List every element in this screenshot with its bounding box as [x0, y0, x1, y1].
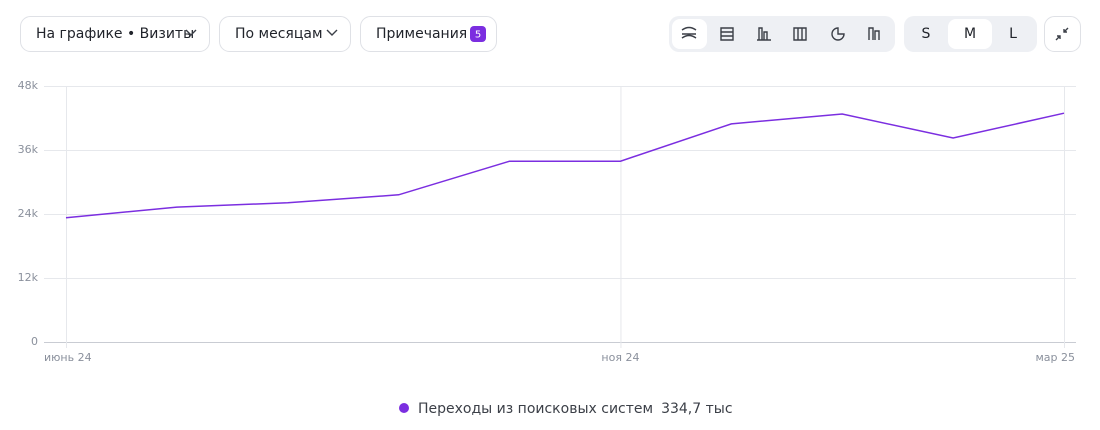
badge-count: 5: [475, 30, 481, 41]
collapse-button[interactable]: [1044, 16, 1081, 52]
series-line: [65, 112, 1065, 219]
y-tick-label: 24k: [18, 207, 39, 220]
notes-button[interactable]: Примечания 5: [360, 16, 497, 52]
line-icon[interactable]: [681, 26, 697, 39]
legend-marker: [399, 403, 409, 413]
size-l[interactable]: L: [1009, 26, 1017, 42]
y-tick-label: 12k: [18, 271, 39, 284]
legend-total: 334,7 тыс: [661, 401, 732, 417]
button-bg: [1044, 16, 1081, 52]
y-tick-label: 48k: [18, 79, 39, 92]
x-tick-label: ноя 24: [601, 351, 639, 364]
button-bg: [360, 16, 497, 52]
plot: 0 12k 24k 36k 48k июнь 24 ноя 24 мар 25 Переходы…: [18, 79, 1076, 417]
dropdown-bg: [219, 16, 351, 52]
x-tick-label: мар 25: [1035, 351, 1075, 364]
button-label: Примечания: [376, 26, 467, 42]
collapse-icon: [1055, 27, 1069, 41]
badge: [470, 26, 486, 42]
chart-type-group: [669, 16, 895, 52]
grouping-dropdown[interactable]: На графике • Визиты: [20, 16, 210, 52]
chevron: [326, 29, 338, 36]
dropdown-bg: [20, 16, 210, 52]
y-tick-label: 36k: [18, 143, 39, 156]
column-icon[interactable]: [868, 27, 880, 40]
stack-icon[interactable]: [793, 27, 807, 41]
group-bg: [669, 16, 895, 52]
dropdown-label: По месяцам: [235, 26, 323, 42]
size-m[interactable]: M: [964, 26, 976, 42]
size-s[interactable]: S: [922, 26, 931, 42]
size-group: S M L: [904, 16, 1037, 52]
period-dropdown[interactable]: По месяцам: [219, 16, 351, 52]
active-bg: [948, 19, 992, 49]
x-tick-label: июнь 24: [44, 351, 92, 364]
bar-icon[interactable]: [757, 27, 771, 41]
chevron: [185, 29, 197, 36]
dropdown-label: На графике • Визиты: [36, 26, 194, 42]
y-tick-label: 0: [31, 335, 38, 348]
area-icon[interactable]: [720, 27, 734, 41]
legend-label: Переходы из поисковых систем: [418, 401, 653, 417]
pie-icon[interactable]: [831, 27, 845, 41]
